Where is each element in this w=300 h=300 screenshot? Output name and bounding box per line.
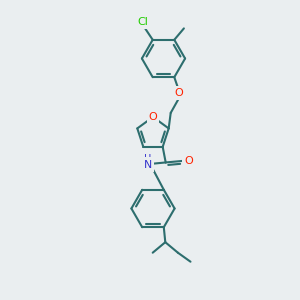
Text: H: H (144, 154, 152, 164)
Text: O: O (175, 88, 184, 98)
Text: O: O (148, 112, 158, 122)
Text: N: N (144, 160, 152, 170)
Text: O: O (184, 156, 193, 166)
Text: Cl: Cl (137, 17, 148, 27)
